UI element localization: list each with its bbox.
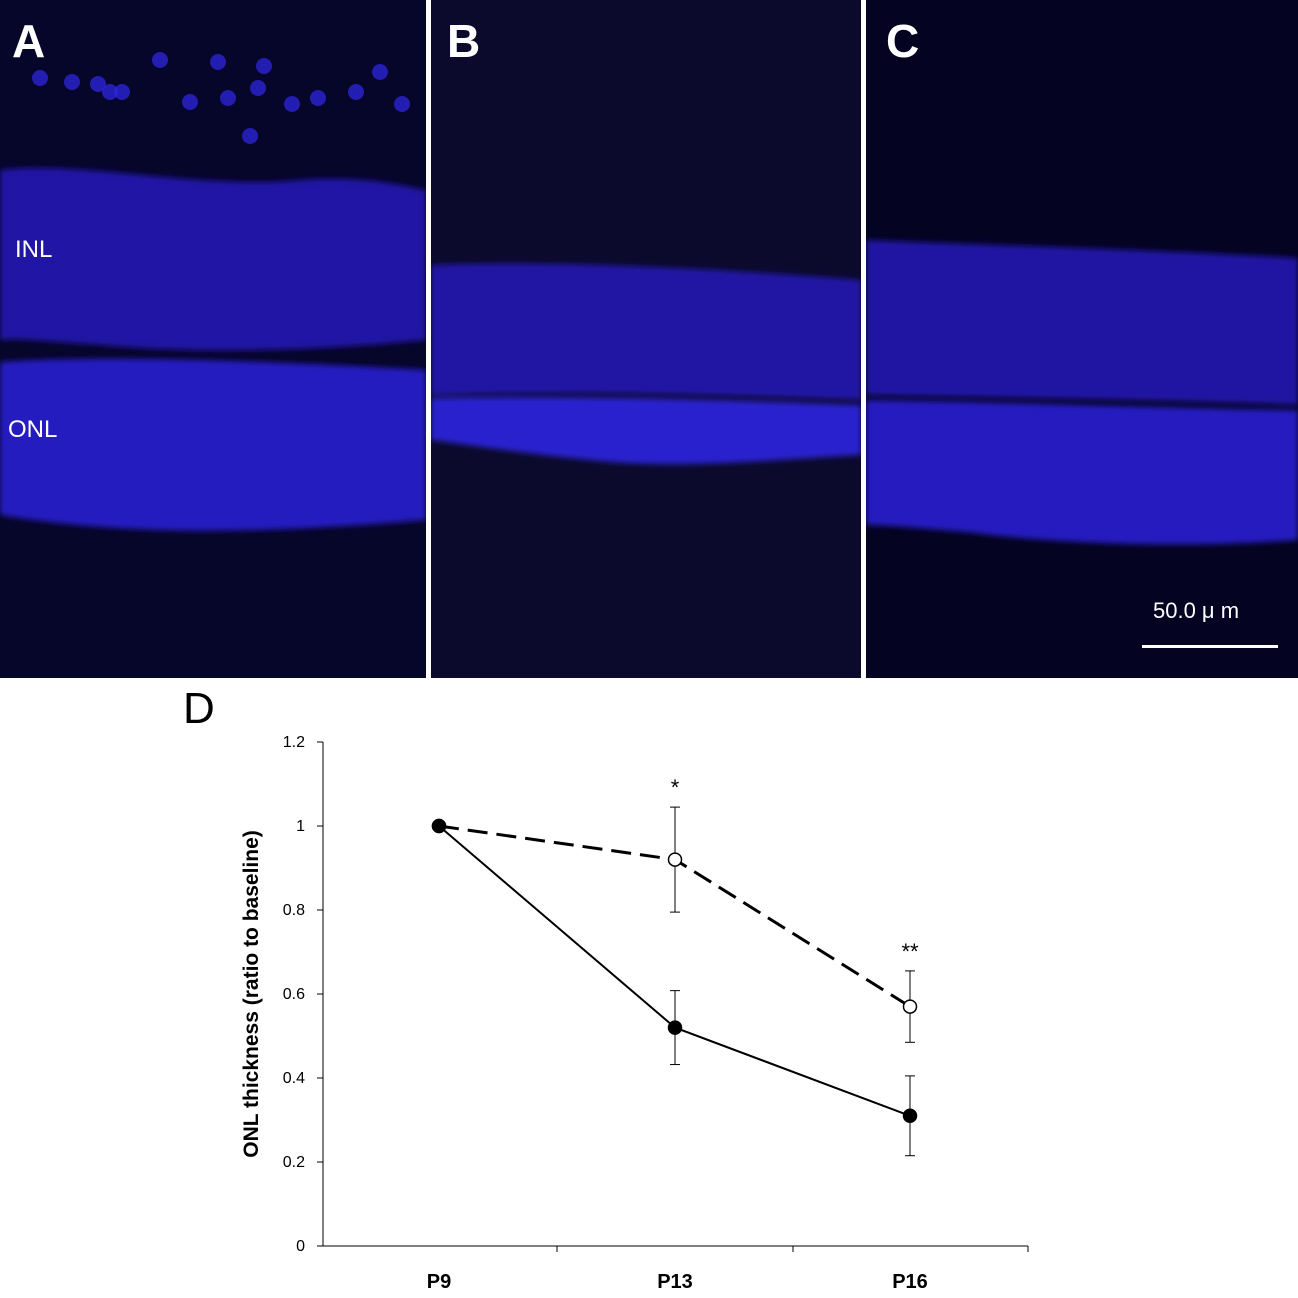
micrograph-c-image: [866, 0, 1298, 678]
y-tick-label: 0.4: [283, 1070, 305, 1087]
data-point: [667, 1020, 683, 1035]
scalebar-label: 50.0 μ m: [1153, 598, 1240, 623]
onl-thickness-chart: 0 0.2 0.4 0.6 0.8 1 1.2 P9 P13 P16 ONL thickness (…: [240, 734, 1029, 1293]
y-tick-label: 1.2: [283, 734, 305, 751]
micrograph-panel-c: C 50.0 μ m: [866, 0, 1298, 678]
y-tick-label: 0.2: [283, 1154, 305, 1171]
y-tick-label: 0.6: [283, 986, 305, 1003]
micrograph-a-image: [0, 0, 426, 678]
micrograph-panel-a: A INL ONL: [0, 0, 426, 678]
y-tick-label: 1: [296, 818, 305, 835]
data-point: [431, 818, 447, 834]
panel-letter-b: B: [447, 15, 481, 67]
x-tick-label: P13: [657, 1271, 693, 1293]
panel-letter-d: D: [183, 684, 215, 733]
panel-letter-a: A: [12, 15, 46, 67]
micrograph-panel-b: B: [431, 0, 861, 678]
data-point: [902, 999, 918, 1014]
micrograph-b-image: [431, 0, 861, 678]
x-tick-label: P9: [427, 1271, 451, 1293]
significance-marker: *: [671, 775, 680, 800]
data-point: [667, 852, 683, 867]
significance-marker: **: [901, 939, 919, 964]
x-tick-label: P16: [892, 1271, 928, 1293]
y-tick-label: 0: [296, 1238, 305, 1255]
inl-label: INL: [15, 236, 53, 263]
y-axis-label: ONL thickness (ratio to baseline): [240, 830, 263, 1158]
y-tick-label: 0.8: [283, 902, 305, 919]
data-point: [902, 1108, 918, 1124]
onl-label: ONL: [8, 416, 58, 443]
panel-letter-c: C: [886, 15, 920, 67]
scalebar-line: [1142, 645, 1278, 648]
